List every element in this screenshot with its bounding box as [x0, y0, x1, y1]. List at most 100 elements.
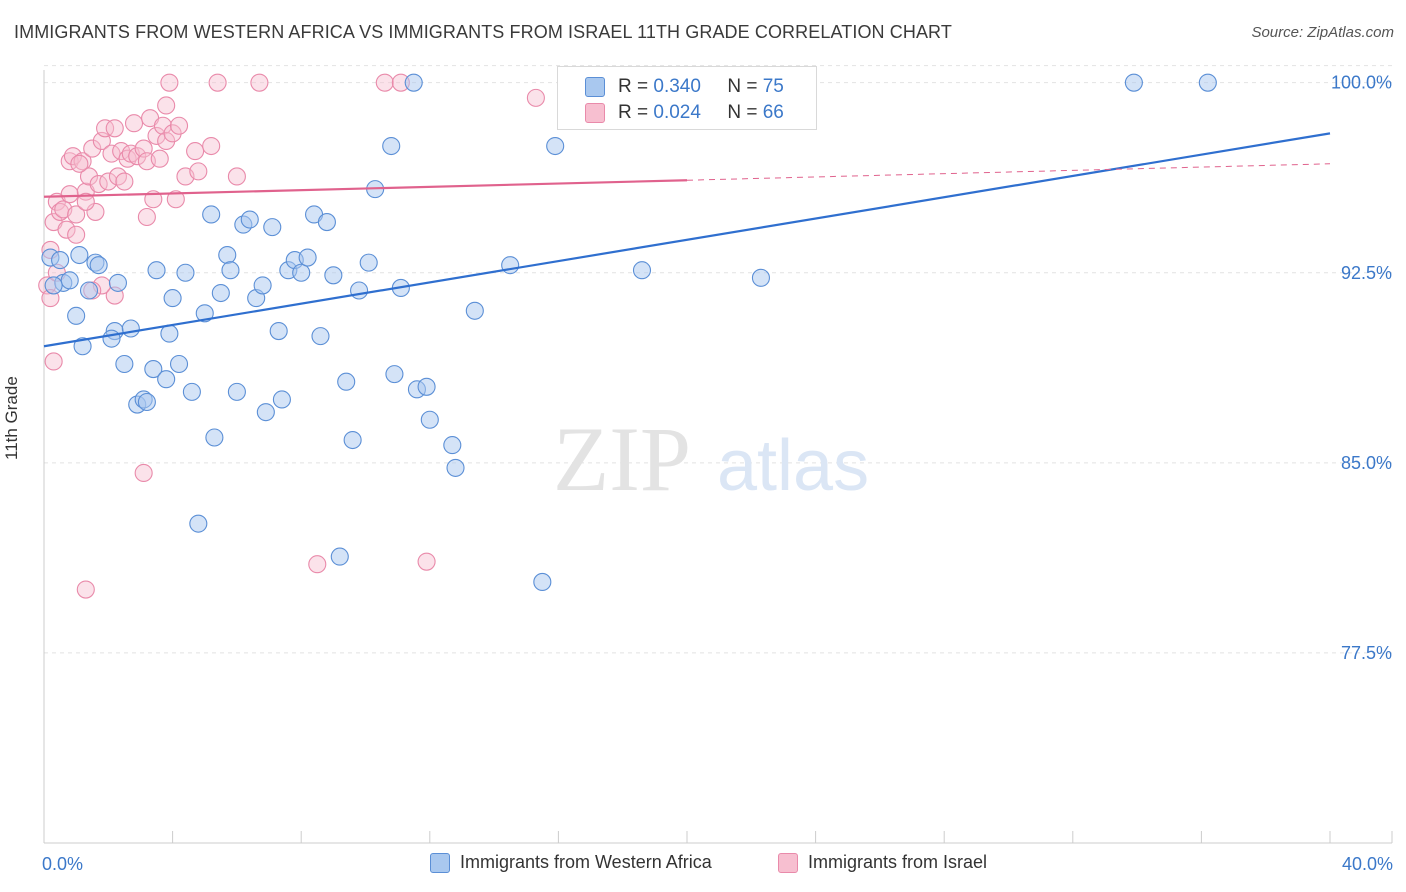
- data-point-israel[interactable]: [250, 73, 269, 92]
- data-point-israel[interactable]: [163, 124, 182, 143]
- data-point-israel[interactable]: [63, 147, 82, 166]
- data-point-western-africa[interactable]: [169, 354, 189, 374]
- data-point-western-africa[interactable]: [385, 365, 404, 384]
- data-point-western-africa[interactable]: [324, 266, 343, 285]
- data-point-western-africa[interactable]: [632, 261, 652, 280]
- data-point-western-africa[interactable]: [272, 390, 291, 409]
- data-point-western-africa[interactable]: [211, 283, 230, 303]
- data-point-western-africa[interactable]: [227, 382, 246, 401]
- data-point-western-africa[interactable]: [443, 436, 462, 455]
- data-point-western-africa[interactable]: [182, 382, 201, 401]
- data-point-israel[interactable]: [76, 580, 95, 599]
- data-point-western-africa[interactable]: [147, 261, 166, 280]
- data-point-israel[interactable]: [96, 119, 115, 138]
- data-point-western-africa[interactable]: [359, 253, 378, 272]
- data-point-western-africa[interactable]: [465, 301, 484, 320]
- data-point-israel[interactable]: [105, 119, 124, 138]
- data-point-western-africa[interactable]: [157, 370, 176, 389]
- data-point-western-africa[interactable]: [108, 273, 127, 292]
- data-point-western-africa[interactable]: [420, 410, 439, 429]
- data-point-western-africa[interactable]: [256, 403, 275, 422]
- legend-item-western-africa[interactable]: Immigrants from Western Africa: [430, 852, 712, 873]
- data-point-western-africa[interactable]: [404, 73, 423, 92]
- data-point-israel[interactable]: [83, 139, 102, 158]
- data-point-israel[interactable]: [70, 154, 89, 173]
- data-point-israel[interactable]: [186, 142, 205, 161]
- data-point-israel[interactable]: [60, 185, 79, 204]
- data-point-western-africa[interactable]: [382, 136, 401, 156]
- data-point-western-africa[interactable]: [317, 213, 336, 232]
- data-point-western-africa[interactable]: [330, 547, 349, 566]
- data-point-western-africa[interactable]: [51, 251, 70, 270]
- data-point-western-africa[interactable]: [292, 263, 311, 282]
- data-point-western-africa[interactable]: [115, 354, 134, 374]
- data-point-western-africa[interactable]: [350, 281, 369, 300]
- data-point-israel[interactable]: [128, 147, 147, 166]
- data-point-israel[interactable]: [169, 116, 189, 135]
- data-point-western-africa[interactable]: [73, 337, 92, 356]
- data-point-western-africa[interactable]: [337, 372, 356, 391]
- data-point-western-africa[interactable]: [218, 245, 237, 265]
- data-point-western-africa[interactable]: [751, 268, 770, 287]
- data-point-israel[interactable]: [202, 136, 221, 156]
- data-point-israel[interactable]: [417, 552, 436, 571]
- data-point-israel[interactable]: [227, 167, 246, 186]
- data-point-western-africa[interactable]: [205, 428, 224, 447]
- data-point-western-africa[interactable]: [221, 261, 240, 280]
- data-point-western-africa[interactable]: [189, 514, 208, 533]
- data-point-israel[interactable]: [115, 172, 134, 191]
- data-point-israel[interactable]: [67, 225, 86, 244]
- data-point-western-africa[interactable]: [144, 360, 163, 379]
- data-point-israel[interactable]: [99, 172, 118, 191]
- data-point-israel[interactable]: [157, 96, 176, 115]
- data-point-israel[interactable]: [308, 555, 327, 574]
- legend-r-label: R =: [618, 76, 654, 97]
- data-point-western-africa[interactable]: [253, 276, 272, 295]
- data-point-israel[interactable]: [44, 352, 63, 371]
- data-point-western-africa[interactable]: [60, 271, 79, 290]
- data-point-western-africa[interactable]: [137, 392, 156, 412]
- data-point-israel[interactable]: [375, 73, 394, 92]
- data-point-western-africa[interactable]: [240, 210, 259, 229]
- data-point-western-africa[interactable]: [298, 248, 317, 267]
- data-point-western-africa[interactable]: [446, 458, 465, 477]
- data-point-western-africa[interactable]: [546, 136, 565, 156]
- data-point-israel[interactable]: [153, 116, 173, 135]
- data-point-israel[interactable]: [79, 167, 99, 186]
- data-point-israel[interactable]: [150, 149, 169, 168]
- data-point-western-africa[interactable]: [121, 319, 140, 338]
- data-point-western-africa[interactable]: [202, 205, 221, 224]
- data-point-israel[interactable]: [76, 192, 95, 211]
- data-point-western-africa[interactable]: [343, 430, 362, 450]
- data-point-israel[interactable]: [208, 73, 227, 92]
- data-point-western-africa[interactable]: [67, 306, 86, 325]
- data-point-israel[interactable]: [137, 207, 156, 227]
- data-point-western-africa[interactable]: [44, 276, 63, 295]
- data-point-western-africa[interactable]: [102, 329, 121, 348]
- data-point-israel[interactable]: [73, 152, 92, 171]
- data-point-western-africa[interactable]: [269, 321, 288, 341]
- data-point-western-africa[interactable]: [195, 304, 214, 323]
- data-point-israel[interactable]: [157, 131, 176, 151]
- data-point-western-africa[interactable]: [70, 245, 89, 265]
- data-point-western-africa[interactable]: [160, 324, 179, 343]
- data-point-western-africa[interactable]: [163, 289, 182, 308]
- data-point-western-africa[interactable]: [417, 377, 436, 396]
- legend-item-israel[interactable]: Immigrants from Israel: [778, 852, 987, 873]
- data-point-israel[interactable]: [67, 205, 86, 224]
- data-point-israel[interactable]: [189, 162, 208, 181]
- data-point-israel[interactable]: [166, 190, 185, 209]
- data-point-israel[interactable]: [134, 463, 153, 483]
- data-point-israel[interactable]: [526, 88, 545, 107]
- data-point-israel[interactable]: [124, 114, 144, 133]
- data-point-western-africa[interactable]: [79, 281, 99, 300]
- data-point-israel[interactable]: [160, 73, 179, 92]
- data-point-israel[interactable]: [57, 220, 76, 239]
- data-point-western-africa[interactable]: [533, 572, 552, 592]
- data-point-western-africa[interactable]: [89, 256, 108, 275]
- data-point-western-africa[interactable]: [1124, 73, 1143, 92]
- data-point-western-africa[interactable]: [311, 327, 330, 346]
- data-point-western-africa[interactable]: [1198, 73, 1217, 92]
- data-point-western-africa[interactable]: [176, 263, 195, 282]
- data-point-western-africa[interactable]: [263, 218, 282, 237]
